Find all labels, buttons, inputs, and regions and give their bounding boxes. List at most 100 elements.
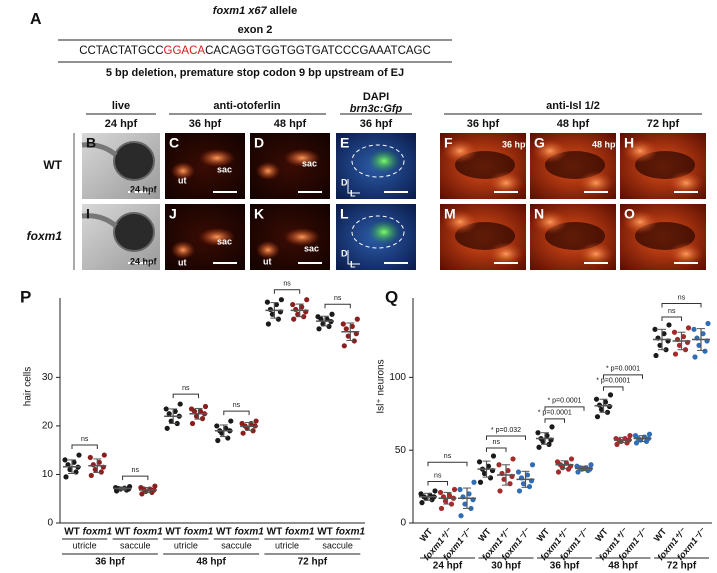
data-point	[653, 352, 659, 359]
axis-glyph	[347, 250, 360, 265]
time-label: 36 hpf	[550, 561, 580, 572]
significance-bracket	[661, 302, 702, 308]
tissue-label: saccule	[120, 540, 151, 550]
panel-letter: C	[169, 135, 179, 151]
significance-bracket	[486, 435, 526, 441]
data-point	[652, 326, 658, 332]
time-label: 48 hpf	[196, 557, 226, 568]
significance-label: ns	[334, 295, 342, 302]
significance-bracket	[544, 418, 565, 423]
significance-bracket	[71, 444, 98, 450]
data-point	[354, 316, 360, 322]
column-header: brn3c:Gfp	[350, 103, 403, 115]
data-point	[672, 351, 679, 357]
x-tick-label: WT	[317, 527, 333, 538]
panel-letter: K	[254, 206, 264, 222]
data-point	[549, 424, 555, 430]
signal	[442, 139, 478, 163]
image-panel: G 48 hpf	[530, 133, 620, 199]
data-point	[343, 326, 349, 332]
signal	[256, 162, 280, 180]
x-tick-label: foxm1	[184, 527, 214, 538]
data-point	[515, 469, 522, 475]
data-point	[602, 399, 609, 405]
panel-letter: E	[340, 135, 349, 151]
significance-label: ns	[444, 453, 452, 460]
data-point	[520, 481, 527, 487]
data-point	[278, 297, 284, 303]
panel-label: sac	[217, 236, 232, 246]
y-tick-label: 0	[400, 518, 406, 529]
x-tick-label: foxm1	[285, 527, 315, 538]
x-tick-label: WT	[267, 527, 283, 538]
data-point	[345, 333, 351, 339]
y-tick-label: 100	[389, 372, 406, 383]
data-point	[316, 326, 322, 332]
signal	[442, 210, 478, 234]
data-point	[442, 498, 449, 504]
data-point	[67, 467, 73, 473]
data-point	[657, 342, 663, 348]
data-point	[510, 456, 516, 462]
data-point	[264, 299, 270, 305]
axis-glyph	[347, 179, 360, 194]
data-point	[544, 433, 550, 439]
x-tick-label: foxm1	[336, 527, 366, 538]
panel-letter: I	[86, 206, 90, 222]
time-label: 36 hpf	[95, 557, 125, 568]
data-point	[554, 459, 561, 465]
time-label: 48 hpf	[608, 561, 638, 572]
data-point	[676, 342, 683, 348]
data-point	[685, 325, 692, 331]
tissue-label: utricle	[174, 540, 198, 550]
data-point	[497, 488, 503, 494]
signal	[578, 242, 614, 266]
tissue-label: utricle	[73, 540, 97, 550]
signal	[488, 171, 524, 195]
x-tick-label: WT	[216, 527, 232, 538]
significance-label: * p=0.0001	[596, 378, 630, 385]
panel-letter: J	[169, 206, 177, 222]
panel-letter: G	[534, 135, 545, 151]
y-tick-label: 50	[395, 445, 407, 456]
embryo	[113, 141, 155, 181]
significance-bracket	[223, 410, 250, 416]
data-point	[418, 491, 424, 497]
x-tick-label: foxm1	[133, 527, 163, 538]
significance-bracket	[273, 289, 301, 294]
signal	[199, 149, 235, 167]
data-point	[193, 413, 200, 419]
x-tick-label: WT	[165, 527, 181, 538]
signal	[284, 149, 320, 167]
data-point	[239, 420, 245, 427]
significance-bracket	[544, 406, 585, 411]
significance-label: ns	[81, 436, 89, 443]
data-point	[568, 456, 575, 462]
image-panel: Jut sac	[165, 204, 245, 270]
data-point	[315, 314, 321, 320]
column-header: anti-Isl 1/2	[546, 100, 600, 112]
data-point	[588, 462, 594, 468]
panel-label: sac	[217, 164, 232, 174]
data-point	[168, 418, 174, 424]
data-point	[594, 414, 601, 420]
image-panel: H	[620, 133, 706, 199]
data-point	[466, 491, 472, 497]
panel-label: ut	[178, 257, 187, 267]
x-tick-label: WT	[418, 526, 435, 544]
data-point	[477, 479, 484, 485]
signal	[622, 210, 658, 234]
time-label: 30 hpf	[491, 561, 521, 572]
seq-deleted: GGACA	[164, 45, 206, 57]
image-panel: N	[530, 204, 616, 270]
data-point	[101, 452, 107, 458]
y-tick-label: 10	[42, 469, 54, 480]
tissue-label: saccule	[221, 540, 252, 550]
data-point	[437, 489, 444, 496]
data-point	[481, 470, 488, 477]
data-point	[90, 462, 96, 468]
data-point	[501, 476, 507, 482]
x-tick-label: foxm1	[83, 527, 113, 538]
tissue-label: saccule	[322, 540, 353, 550]
column-subheader: 48 hpf	[274, 118, 307, 130]
